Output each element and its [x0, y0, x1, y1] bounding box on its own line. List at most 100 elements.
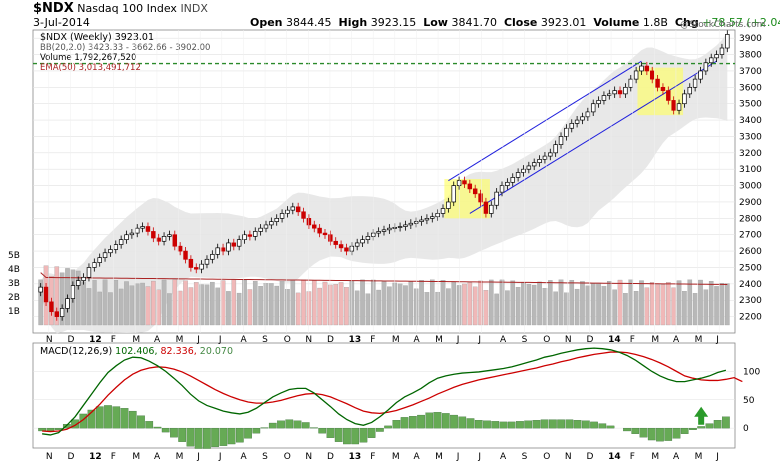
volume-bar [279, 281, 285, 326]
volume-bar [537, 281, 542, 326]
candle [129, 232, 135, 236]
x-tick-label: J [456, 452, 460, 462]
x-tick-label: M [132, 335, 140, 345]
candle [215, 247, 220, 255]
date-label: 3-Jul-2014 [33, 16, 90, 29]
macd-histogram-bar [104, 405, 112, 429]
chg-value: +78.57 (+2.04%) [702, 16, 780, 29]
candle [135, 227, 140, 234]
x-tick-label: 14 [608, 452, 621, 462]
candle [54, 311, 60, 317]
candle [446, 201, 451, 209]
macd-histogram-bar [623, 427, 631, 432]
macd-histogram-bar [631, 427, 640, 434]
candle [70, 285, 76, 299]
x-tick-label: F [111, 335, 116, 345]
candle [253, 231, 258, 237]
volume-bar [226, 291, 231, 326]
volume-bar [295, 292, 301, 326]
volume-bar [145, 286, 151, 326]
legend-volume: Volume 1,792,267,520 [40, 53, 137, 63]
x-tick-label: J [196, 452, 200, 462]
price-axis-label: 2500 [739, 263, 762, 273]
x-tick-label: M [176, 335, 184, 345]
volume-bar [547, 280, 553, 326]
volume-bar [285, 289, 290, 326]
volume-bar [714, 286, 719, 326]
volume-bar [231, 279, 237, 326]
x-tick-label: D [327, 335, 334, 345]
price-axis-label: 3500 [739, 100, 762, 110]
volume-bar [510, 280, 516, 326]
candle [295, 206, 301, 213]
candle [231, 242, 237, 247]
macd-histogram-bar [549, 419, 557, 429]
macd-histogram-bar [219, 427, 228, 446]
volume-bar [408, 281, 414, 326]
x-tick-label: M [392, 452, 400, 462]
candle [86, 267, 92, 278]
candle [306, 218, 312, 226]
candle [349, 245, 355, 252]
volume-bar [446, 288, 451, 326]
volume-bar [258, 286, 263, 326]
volume-ema-line [40, 272, 728, 285]
volume-bar [574, 288, 580, 326]
candle [151, 231, 156, 239]
macd-histogram-bar [458, 416, 467, 429]
volume-bar [118, 288, 124, 326]
macd-histogram-bar [137, 415, 145, 429]
volume-bar [542, 288, 548, 326]
volume-bar [623, 293, 628, 326]
macd-histogram-bar [351, 427, 360, 445]
macd-histogram-bar [491, 421, 500, 429]
volume-bar [499, 279, 505, 326]
candle [285, 209, 290, 214]
price-axis-label: 2400 [739, 280, 762, 290]
volume-bar [247, 289, 253, 326]
volume-bar [682, 291, 687, 326]
candle [226, 242, 231, 252]
volume-bar [349, 280, 355, 326]
x-tick-label: S [522, 335, 528, 345]
candle [489, 204, 494, 214]
volume-bar [655, 284, 660, 326]
volume-bar [553, 291, 558, 326]
candle [140, 226, 145, 229]
volume-bar [397, 283, 403, 326]
candle [403, 224, 408, 227]
x-tick-label: F [370, 452, 375, 462]
volume-bar [322, 281, 328, 326]
candle [113, 244, 119, 250]
candle [462, 180, 467, 185]
x-tick-label: M [695, 335, 703, 345]
candle [601, 95, 607, 101]
x-tick-label: A [154, 452, 161, 462]
macd-histogram-bar [474, 420, 483, 429]
price-axis-label: 3600 [739, 83, 762, 93]
volume-bar [429, 279, 435, 326]
x-tick-label: J [218, 452, 222, 462]
x-tick-label: M [435, 452, 443, 462]
candle [328, 234, 333, 242]
volume-axis-label: 3B [8, 279, 20, 289]
highlight-box-2013 [444, 179, 490, 219]
volume-bar [151, 280, 156, 326]
x-tick-label: O [543, 452, 550, 462]
candle [537, 159, 542, 164]
candle [333, 240, 338, 245]
volume-bar [569, 279, 575, 326]
x-tick-label: N [305, 335, 312, 345]
x-tick-label: A [500, 452, 507, 462]
macd-histogram-bar [656, 427, 664, 442]
exchange: INDX [180, 2, 208, 15]
macd-histogram-bar [722, 416, 730, 429]
volume-bar [215, 287, 221, 326]
macd-histogram-bar [408, 416, 417, 429]
candle [381, 229, 387, 232]
x-tick-label: N [565, 335, 572, 345]
macd-histogram-bar [252, 427, 261, 434]
chg-label: Chg [674, 16, 699, 29]
volume-bar [607, 280, 612, 326]
candle [676, 103, 682, 111]
